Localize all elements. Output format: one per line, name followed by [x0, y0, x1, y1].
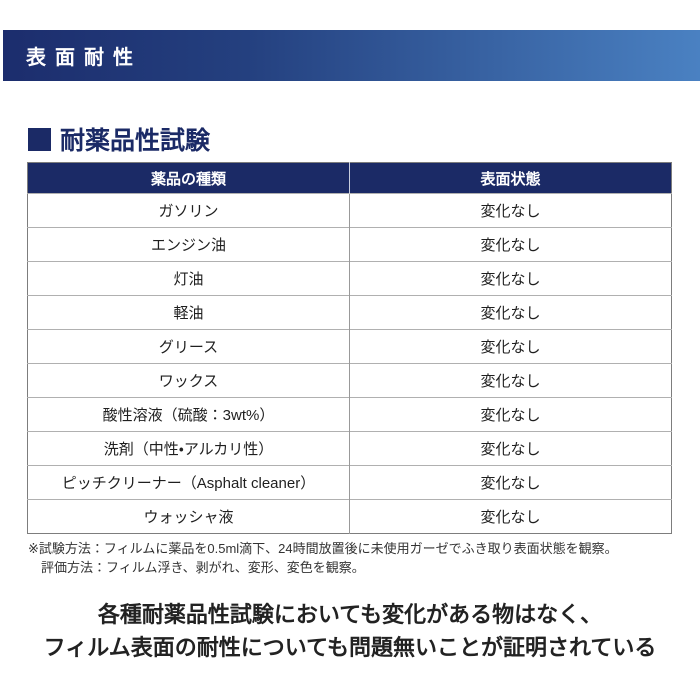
footnote-evaluation-method: 評価方法：フィルム浮き、剥がれ、変形、変色を観察。	[41, 559, 365, 575]
cell-state: 変化なし	[349, 363, 672, 398]
footnote-test-method: ※試験方法：フィルムに薬品を0.5ml滴下、24時間放置後に未使用ガーゼでふき取…	[28, 541, 618, 556]
cell-chemical: エンジン油	[27, 227, 350, 262]
cell-state: 変化なし	[349, 499, 672, 534]
section-heading-text: 耐薬品性試験	[60, 127, 211, 155]
square-bullet-icon	[28, 127, 51, 151]
column-header-chemical: 薬品の種類	[27, 162, 350, 194]
cell-chemical: ワックス	[27, 363, 350, 398]
banner-title: 表面耐性	[26, 47, 142, 69]
conclusion-line-2: フィルム表面の耐性についても問題無いことが証明されている	[43, 635, 657, 660]
table-row: グリース 変化なし	[27, 329, 672, 364]
cell-chemical: ガソリン	[27, 193, 350, 228]
table-row: ワックス 変化なし	[27, 363, 672, 398]
cell-state: 変化なし	[349, 329, 672, 364]
cell-chemical: 酸性溶液（硫酸：3wt%）	[27, 397, 350, 432]
cell-chemical: 灯油	[27, 261, 350, 296]
conclusion-statement: 各種耐薬品性試験においても変化がある物はなく、 フィルム表面の耐性についても問題…	[0, 598, 700, 664]
cell-chemical: グリース	[27, 329, 350, 364]
chemical-resistance-table: 薬品の種類 表面状態 ガソリン 変化なし エンジン油 変化なし 灯油 変化なし …	[27, 162, 672, 534]
footnotes: ※試験方法：フィルムに薬品を0.5ml滴下、24時間放置後に未使用ガーゼでふき取…	[28, 540, 680, 578]
cell-state: 変化なし	[349, 193, 672, 228]
table-row: 軽油 変化なし	[27, 295, 672, 330]
table-row: ピッチクリーナー（Asphalt cleaner） 変化なし	[27, 465, 672, 500]
conclusion-line-1: 各種耐薬品性試験においても変化がある物はなく、	[97, 602, 603, 627]
cell-chemical: ウォッシャ液	[27, 499, 350, 534]
table-row: ガソリン 変化なし	[27, 193, 672, 228]
cell-chemical: ピッチクリーナー（Asphalt cleaner）	[27, 465, 350, 500]
table-row: エンジン油 変化なし	[27, 227, 672, 262]
cell-chemical: 洗剤（中性・アルカリ性）	[27, 431, 350, 466]
cell-state: 変化なし	[349, 465, 672, 500]
table-row: 灯油 変化なし	[27, 261, 672, 296]
cell-state: 変化なし	[349, 431, 672, 466]
cell-state: 変化なし	[349, 227, 672, 262]
column-header-state: 表面状態	[349, 162, 672, 194]
cell-state: 変化なし	[349, 397, 672, 432]
table-row: ウォッシャ液 変化なし	[27, 499, 672, 534]
cell-state: 変化なし	[349, 295, 672, 330]
table-header-row: 薬品の種類 表面状態	[27, 162, 672, 194]
section-heading: 耐薬品性試験	[28, 121, 210, 157]
cell-chemical: 軽油	[27, 295, 350, 330]
table-row: 洗剤（中性・アルカリ性） 変化なし	[27, 431, 672, 466]
table-row: 酸性溶液（硫酸：3wt%） 変化なし	[27, 397, 672, 432]
cell-state: 変化なし	[349, 261, 672, 296]
top-gradient-banner: 表面耐性	[3, 30, 700, 81]
